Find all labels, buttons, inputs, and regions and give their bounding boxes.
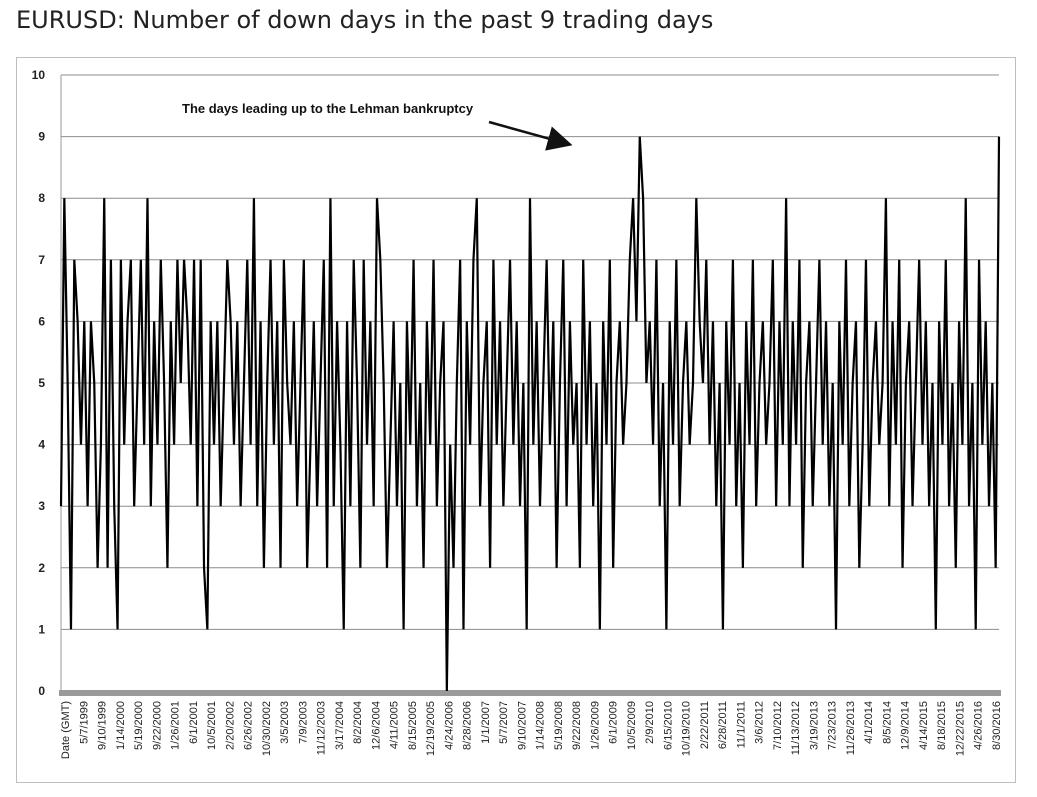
x-tick-label: 2/20/2002 [224,701,236,750]
y-tick-label: 8 [38,191,45,205]
x-axis-line [59,690,1001,696]
x-tick-label: 8/18/2015 [936,701,948,750]
x-tick-label: 6/15/2010 [662,701,674,750]
x-tick-label: 7/23/2013 [827,701,839,750]
chart: 0 1 2 3 4 5 6 7 8 9 10 Date (GMT) 5/7/1999 9/10/1999 1… [32,68,1003,759]
y-tick-label: 10 [32,68,46,82]
annotation-text: The days leading up to the Lehman bankru… [182,101,474,116]
y-tick-label: 3 [38,499,45,513]
x-tick-label: 7/10/2012 [772,701,784,750]
x-tick-label: 12/22/2015 [955,701,967,756]
x-tick-label: 8/28/2006 [462,701,474,750]
x-tick-label: 8/30/2016 [991,701,1003,750]
y-tick-label: 0 [38,684,45,698]
series-line-0 [59,136,1001,692]
x-tick-label: 8/15/2005 [407,701,419,750]
x-tick-label: 8/5/2014 [882,701,894,744]
y-tick-label: 6 [38,314,45,328]
x-tick-label: 6/28/2011 [717,701,729,749]
x-tick-label: 5/7/1999 [78,701,90,744]
x-tick-label: 2/22/2011 [699,701,711,749]
x-tick-label: 3/17/2004 [334,701,346,750]
x-tick-label: 5/7/2007 [498,701,510,744]
x-tick-label: 1/26/2009 [589,701,601,750]
x-tick-label: 3/6/2012 [754,701,766,744]
x-tick-label: 6/1/2001 [188,701,200,744]
page-title: EURUSD: Number of down days in the past … [16,6,714,34]
x-tick-label: 9/22/2008 [571,701,583,750]
x-tick-label: 10/30/2002 [261,701,273,756]
x-tick-label: 11/13/2012 [790,701,802,755]
x-tick-label: 3/19/2013 [809,701,821,750]
x-tick-label: 4/14/2015 [918,701,930,750]
x-tick-label: 4/24/2006 [443,701,455,750]
x-tick-label: 12/19/2005 [425,701,437,756]
x-axis-date-label: Date (GMT) [60,701,72,759]
x-tick-label: 11/1/2011 [735,701,747,748]
x-tick-label: 4/1/2014 [863,701,875,744]
x-tick-label: 1/14/2008 [535,701,547,750]
x-tick-label: 3/5/2003 [279,701,291,744]
x-tick-label: 10/5/2001 [206,701,218,750]
x-tick-label: 9/22/2000 [151,701,163,750]
x-tick-label: 4/11/2005 [389,701,401,749]
x-tick-label: 1/1/2007 [480,701,492,744]
x-tick-label: 4/26/2016 [973,701,985,750]
x-tick-label: 1/26/2001 [170,701,182,750]
annotation-arrow [488,120,573,151]
x-tick-label: 2/9/2010 [644,701,656,744]
y-tick-label: 7 [38,253,45,267]
x-tick-label: 5/19/2000 [133,701,145,750]
chart-frame: 0 1 2 3 4 5 6 7 8 9 10 Date (GMT) 5/7/1999 9/10/1999 1… [16,57,1016,783]
x-tick-label: 1/14/2000 [115,701,127,750]
x-tick-label: 6/26/2002 [243,701,255,750]
x-tick-label: 12/9/2014 [900,701,912,750]
x-tick-label: 12/6/2004 [370,701,382,750]
x-tick-label: 5/19/2008 [553,701,565,750]
y-tick-label: 9 [38,130,45,144]
y-tick-label: 5 [38,376,45,390]
x-tick-label: 7/9/2003 [297,701,309,744]
x-tick-label: 8/2/2004 [352,701,364,744]
x-tick-label: 10/5/2009 [626,701,638,750]
x-tick-label: 9/10/1999 [97,701,109,750]
x-tick-label: 9/10/2007 [516,701,528,750]
x-tick-label: 6/1/2009 [608,701,620,744]
y-tick-label: 4 [38,438,45,452]
y-tick-label: 1 [38,622,45,636]
x-tick-label: 10/19/2010 [681,701,693,756]
x-tick-label: 11/12/2003 [316,701,328,755]
x-tick-label: 11/26/2013 [845,701,857,755]
y-tick-label: 2 [38,561,45,575]
